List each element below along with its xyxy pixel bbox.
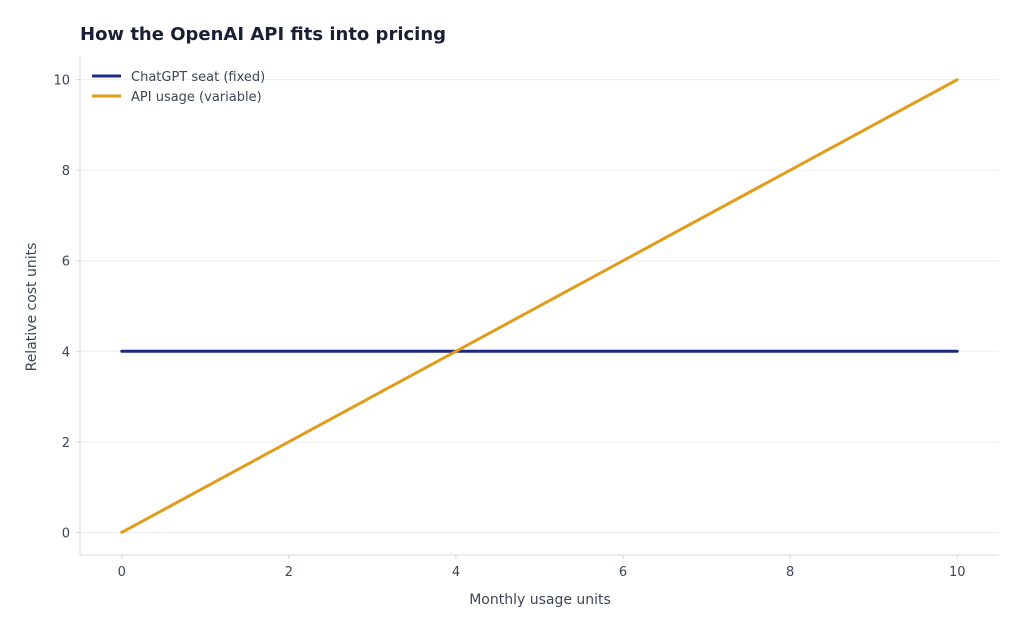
x-tick-label: 0 (118, 565, 126, 580)
series-lines (120, 78, 959, 534)
y-tick-label: 6 (62, 255, 70, 270)
x-tick-label: 8 (786, 565, 794, 580)
series-line-2 (120, 78, 959, 534)
y-tick-label: 0 (62, 526, 70, 541)
y-tick-label: 10 (53, 74, 70, 89)
legend: ChatGPT seat (fixed) API usage (variable) (92, 70, 265, 105)
legend-label: API usage (variable) (131, 90, 262, 105)
y-tick-label: 8 (62, 164, 70, 179)
x-tick-label: 10 (949, 565, 966, 580)
legend-label: ChatGPT seat (fixed) (131, 70, 265, 85)
x-tick-label: 6 (619, 565, 627, 580)
x-axis-label: Monthly usage units (469, 592, 611, 608)
x-tick-label: 2 (285, 565, 293, 580)
y-axis-label: Relative cost units (24, 243, 40, 372)
chart-title: How the OpenAI API fits into pricing (80, 24, 446, 45)
x-tick-label: 4 (452, 565, 460, 580)
axes: 0 2 4 6 8 10 0 2 4 6 8 10 (53, 57, 999, 580)
y-tick-label: 2 (62, 436, 70, 451)
y-tick-label: 4 (62, 345, 70, 360)
